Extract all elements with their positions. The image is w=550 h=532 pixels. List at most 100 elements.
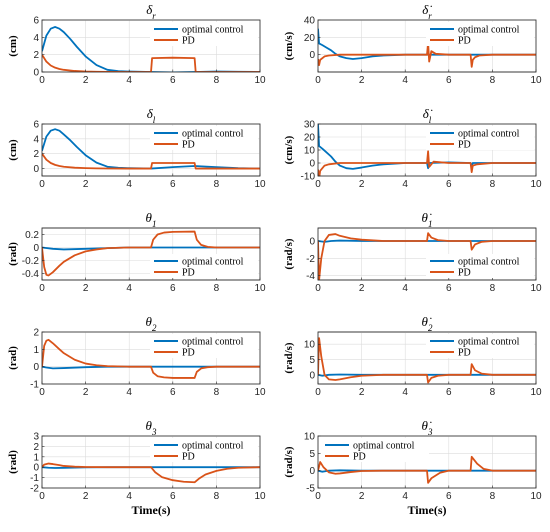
x-tick-label: 2: [83, 283, 89, 294]
legend-entry: PD: [182, 348, 195, 359]
y-tick-label: 0: [309, 237, 315, 248]
legend-entry: optimal control: [182, 441, 244, 452]
legend-entry: optimal control: [458, 25, 520, 36]
axes-frame: [317, 435, 537, 489]
legend-box: [150, 126, 258, 150]
series-line-pd: [318, 41, 536, 68]
y-tick-label: -4: [306, 271, 315, 282]
y-axis-label: (cm): [7, 35, 19, 57]
legend-box: [150, 254, 258, 278]
x-tick-label: 2: [83, 179, 89, 190]
subplot-title: δl: [147, 106, 156, 125]
legend-entry: optimal control: [182, 129, 244, 140]
y-tick-label: 6: [33, 16, 39, 27]
x-axis-label: Time(s): [407, 503, 446, 517]
x-tick-label: 8: [214, 75, 220, 86]
legend-entry: optimal control: [458, 337, 520, 348]
y-tick-label: 0: [33, 164, 39, 175]
y-tick-label: -1: [30, 473, 39, 484]
series-line-pd: [42, 153, 260, 170]
x-tick-label: 4: [126, 491, 132, 502]
y-axis-label: (cm): [7, 139, 19, 161]
subplot-title: θ2: [146, 314, 157, 333]
y-axis-label: (rad/s): [283, 446, 295, 478]
x-tick-label: 2: [83, 75, 89, 86]
y-tick-label: 1: [33, 345, 39, 356]
x-tick-label: 0: [39, 75, 45, 86]
y-tick-label: 0: [309, 370, 315, 381]
series-group: [318, 455, 536, 484]
x-tick-label: 6: [446, 491, 452, 502]
series-group: [318, 28, 536, 68]
x-tick-label: 8: [214, 387, 220, 398]
x-tick-label: 10: [254, 283, 266, 294]
y-tick-label: 4: [33, 33, 39, 44]
x-tick-label: 2: [359, 491, 365, 502]
y-tick-label: 2: [33, 328, 39, 339]
x-tick-label: 10: [530, 491, 542, 502]
y-tick-label: 0: [33, 68, 39, 79]
x-tick-label: 10: [254, 179, 266, 190]
x-tick-label: 10: [530, 387, 542, 398]
y-tick-label: 0: [309, 50, 315, 61]
x-tick-label: 4: [402, 179, 408, 190]
y-tick-label: 4: [33, 134, 39, 145]
y-tick-label: 2: [33, 442, 39, 453]
y-tick-label: -10: [301, 172, 316, 183]
x-tick-label: 0: [39, 283, 45, 294]
y-axis-label: (cm/s): [283, 135, 295, 164]
legend-entry: optimal control: [182, 337, 244, 348]
x-tick-label: 0: [315, 75, 321, 86]
legend-entry: PD: [458, 268, 471, 279]
y-tick-label: 0: [33, 362, 39, 373]
series-line-pd: [318, 232, 536, 280]
x-tick-label: 10: [530, 75, 542, 86]
subplot-title: θ̇2: [422, 314, 433, 333]
x-tick-label: 4: [126, 75, 132, 86]
x-tick-label: 4: [402, 387, 408, 398]
legend-entry: optimal control: [353, 441, 415, 452]
x-tick-label: 8: [214, 179, 220, 190]
legend-entry: optimal control: [182, 257, 244, 268]
legend-box: [150, 22, 258, 46]
legend-box: [150, 438, 258, 462]
legend-box: [426, 126, 534, 150]
series-group: [318, 337, 536, 384]
series-line-pd: [42, 462, 260, 484]
y-tick-label: 40: [304, 16, 316, 27]
x-tick-label: 10: [530, 179, 542, 190]
subplot-title: θ3: [146, 418, 157, 437]
subplot-title: θ̇3: [422, 418, 433, 437]
legend-entry: PD: [458, 348, 471, 359]
x-tick-label: 2: [359, 387, 365, 398]
legend-entry: PD: [458, 36, 471, 47]
y-tick-label: 10: [304, 146, 316, 157]
axes-frame: [41, 435, 261, 489]
axes-frame: [41, 331, 261, 385]
legend-entry: optimal control: [458, 129, 520, 140]
x-tick-label: 2: [359, 75, 365, 86]
subplot-title: δr: [146, 2, 156, 21]
x-tick-label: 0: [315, 387, 321, 398]
legend-box: [426, 334, 534, 358]
x-tick-label: 0: [315, 491, 321, 502]
x-tick-label: 0: [39, 387, 45, 398]
x-tick-label: 8: [214, 283, 220, 294]
axes-frame: [41, 227, 261, 281]
x-tick-label: 10: [530, 283, 542, 294]
x-tick-label: 4: [402, 75, 408, 86]
subplot-5: 0 2 4 6 8 10 -0.4 -0.2 0 0.2 θ1 (rad) optimal contro…: [7, 210, 266, 294]
x-tick-label: 4: [402, 283, 408, 294]
y-tick-label: 10: [304, 432, 316, 443]
y-tick-label: -2: [30, 484, 39, 495]
x-tick-label: 8: [490, 179, 496, 190]
